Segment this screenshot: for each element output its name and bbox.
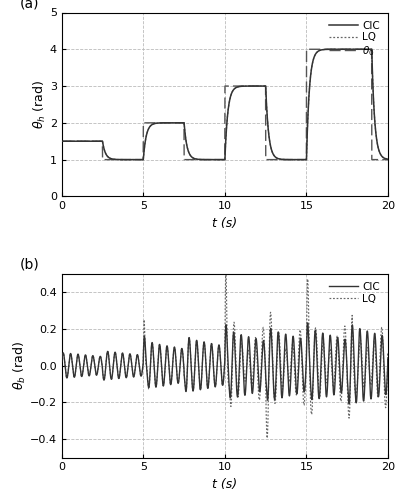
LQ (369, 46, 374, 52)
Line: LQ: LQ (62, 271, 388, 438)
LQ (198, 386, 203, 392)
LQ (124, 374, 129, 380)
$\theta_0$ (304, 46, 309, 52)
LQ (265, 435, 269, 441)
$\theta_0$ (386, 156, 390, 162)
Text: (b): (b) (19, 258, 39, 272)
CIC (198, 386, 203, 392)
$\theta_0$ (124, 156, 129, 162)
Text: (a): (a) (19, 0, 39, 10)
CIC (124, 374, 129, 380)
Legend: CIC, LQ: CIC, LQ (326, 279, 383, 306)
CIC (347, 400, 351, 406)
Line: CIC: CIC (62, 50, 388, 160)
LQ (124, 156, 129, 162)
CIC (202, 156, 207, 162)
Line: $\theta_0$: $\theta_0$ (62, 50, 388, 160)
Y-axis label: $\theta_b\ \mathrm{(rad)}$: $\theta_b\ \mathrm{(rad)}$ (12, 341, 28, 390)
LQ (386, 156, 390, 162)
$\theta_0$ (59, 138, 64, 144)
CIC (223, 322, 228, 328)
LQ (386, 356, 390, 362)
LQ (281, 370, 286, 376)
LQ (105, 154, 110, 160)
CIC (281, 367, 286, 373)
$\theta_0$ (202, 156, 207, 162)
$\theta_0$ (100, 156, 105, 162)
CIC (59, 138, 64, 144)
CIC (386, 362, 390, 368)
CIC (105, 154, 110, 160)
X-axis label: t (s): t (s) (212, 478, 238, 491)
$\theta_0$ (224, 83, 228, 89)
$\theta_0$ (198, 156, 203, 162)
$\theta_0$ (281, 156, 286, 162)
CIC (141, 156, 146, 162)
LQ (202, 156, 207, 162)
LQ (281, 156, 286, 162)
Line: LQ: LQ (62, 50, 388, 160)
CIC (305, 320, 310, 326)
LQ (223, 268, 228, 274)
LQ (141, 156, 146, 162)
CIC (281, 156, 286, 162)
CIC (198, 156, 203, 162)
Line: CIC: CIC (62, 323, 388, 404)
$\theta_0$ (105, 156, 110, 162)
CIC (386, 156, 390, 162)
Y-axis label: $\theta_h\ \mathrm{(rad)}$: $\theta_h\ \mathrm{(rad)}$ (32, 80, 48, 129)
LQ (202, 339, 207, 345)
CIC (369, 46, 374, 52)
CIC (105, 348, 110, 354)
LQ (59, 359, 64, 365)
LQ (198, 156, 203, 162)
X-axis label: t (s): t (s) (212, 217, 238, 230)
CIC (59, 359, 64, 365)
CIC (224, 134, 228, 140)
LQ (59, 138, 64, 144)
CIC (124, 156, 129, 162)
LQ (105, 348, 110, 354)
CIC (202, 339, 207, 345)
Legend: CIC, LQ, $\theta_0$: CIC, LQ, $\theta_0$ (326, 18, 383, 61)
LQ (224, 134, 228, 140)
LQ (224, 268, 228, 274)
